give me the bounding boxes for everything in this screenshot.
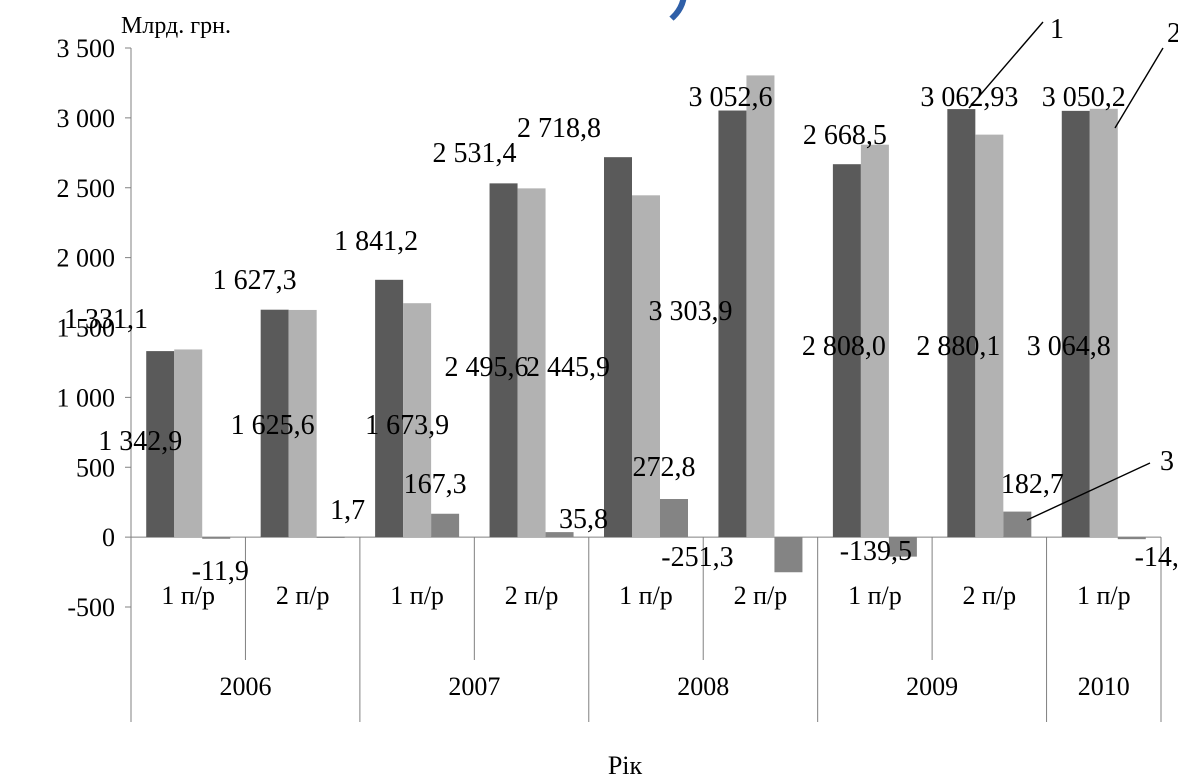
data-label-series-3: 167,3 (404, 469, 467, 500)
year-label: 2006 (219, 672, 271, 701)
data-label-series-1: 1 841,2 (334, 226, 418, 257)
bar-series-1 (832, 164, 861, 538)
data-label-series-3: -139,5 (840, 536, 912, 567)
bar-series-2 (174, 349, 203, 538)
series-leader-line (1114, 47, 1164, 129)
y-tick-label: 3 500 (57, 34, 116, 63)
bar-series-1 (718, 110, 747, 538)
bar-series-1 (1061, 110, 1090, 538)
category-label: 2 п/р (505, 581, 559, 610)
data-label-series-3: 182,7 (1001, 469, 1064, 500)
data-label-series-2: 1 342,9 (98, 426, 182, 457)
bar-series-2 (517, 188, 546, 538)
year-label: 2008 (677, 672, 729, 701)
data-label-series-2: 1 625,6 (231, 410, 315, 441)
data-label-series-1: 1 331,1 (64, 304, 148, 335)
category-label: 2 п/р (963, 581, 1017, 610)
data-label-series-1: 2 718,8 (517, 113, 601, 144)
y-tick-label: 2 000 (57, 244, 116, 273)
bar-series-3 (202, 537, 231, 539)
bar-series-2 (860, 144, 889, 538)
bar-series-3 (774, 537, 803, 573)
series-callout-label: 2 (1167, 18, 1178, 49)
bar-series-1 (489, 183, 518, 538)
category-label: 2 п/р (276, 581, 330, 610)
series-leader-line (1026, 462, 1151, 521)
y-tick-label: 0 (102, 523, 115, 552)
y-tick-label: 500 (76, 453, 115, 482)
data-label-series-1: 3 050,2 (1042, 82, 1126, 113)
data-label-series-1: 3 062,93 (920, 82, 1018, 113)
bar-series-1 (260, 309, 289, 538)
bar-series-2 (1089, 108, 1118, 538)
bar-series-3 (888, 537, 917, 557)
category-label: 1 п/р (161, 581, 215, 610)
data-label-series-2: 2 880,1 (916, 331, 1000, 362)
data-label-series-2: 3 303,9 (648, 296, 732, 327)
bar-series-3 (431, 513, 460, 538)
category-label: 1 п/р (619, 581, 673, 610)
y-axis-title: Млрд. грн. (121, 13, 231, 39)
bar-series-2 (746, 75, 775, 538)
bar-series-2 (288, 309, 317, 538)
bar-series-1 (375, 279, 404, 538)
category-label: 1 п/р (390, 581, 444, 610)
data-label-series-3: -251,3 (661, 542, 733, 573)
category-label: 2 п/р (734, 581, 788, 610)
bar-series-3 (660, 499, 688, 538)
bar-series-2 (403, 303, 432, 538)
data-label-series-1: 1 627,3 (213, 265, 297, 296)
data-label-series-1: 2 668,5 (803, 120, 887, 151)
data-label-series-3: -14,6 (1135, 542, 1178, 573)
y-tick-label: 3 000 (57, 104, 116, 133)
bar-series-3 (1003, 511, 1032, 538)
category-label: 1 п/р (1077, 581, 1131, 610)
bar-series-1 (947, 109, 976, 538)
series-callout-label: 3 (1160, 446, 1174, 477)
year-label: 2007 (448, 672, 500, 701)
data-label-series-3: 272,8 (633, 452, 696, 483)
bar-series-2 (975, 134, 1004, 538)
bar-series-3 (316, 536, 345, 538)
y-tick-label: 1 500 (57, 314, 116, 343)
data-label-series-1: 2 531,4 (433, 138, 517, 169)
series-callout-label: 1 (1050, 14, 1064, 45)
data-label-series-2: 1 673,9 (365, 410, 449, 441)
data-label-series-2: 3 064,8 (1027, 331, 1111, 362)
data-label-series-2: 2 495,6 (445, 352, 529, 383)
data-label-series-2: 2 445,9 (526, 352, 610, 383)
bar-series-3 (545, 532, 574, 538)
data-label-series-3: -11,9 (192, 556, 249, 587)
series-leader-line (968, 21, 1044, 109)
year-label: 2009 (906, 672, 958, 701)
data-label-series-1: 3 052,6 (688, 82, 772, 113)
y-tick-label: 1 000 (57, 383, 116, 412)
y-tick-label: 2 500 (57, 174, 116, 203)
x-axis-title: Рік (608, 751, 643, 780)
year-label: 2010 (1078, 672, 1130, 701)
y-tick-label: -500 (67, 593, 115, 622)
data-label-series-3: 1,7 (330, 495, 365, 526)
bar-series-3 (1117, 537, 1146, 540)
data-label-series-2: 2 808,0 (802, 331, 886, 362)
bar-series-1 (146, 351, 175, 538)
data-label-series-3: 35,8 (559, 504, 608, 535)
bar-series-1 (604, 157, 632, 538)
bar-series-2 (632, 195, 660, 538)
category-label: 1 п/р (848, 581, 902, 610)
